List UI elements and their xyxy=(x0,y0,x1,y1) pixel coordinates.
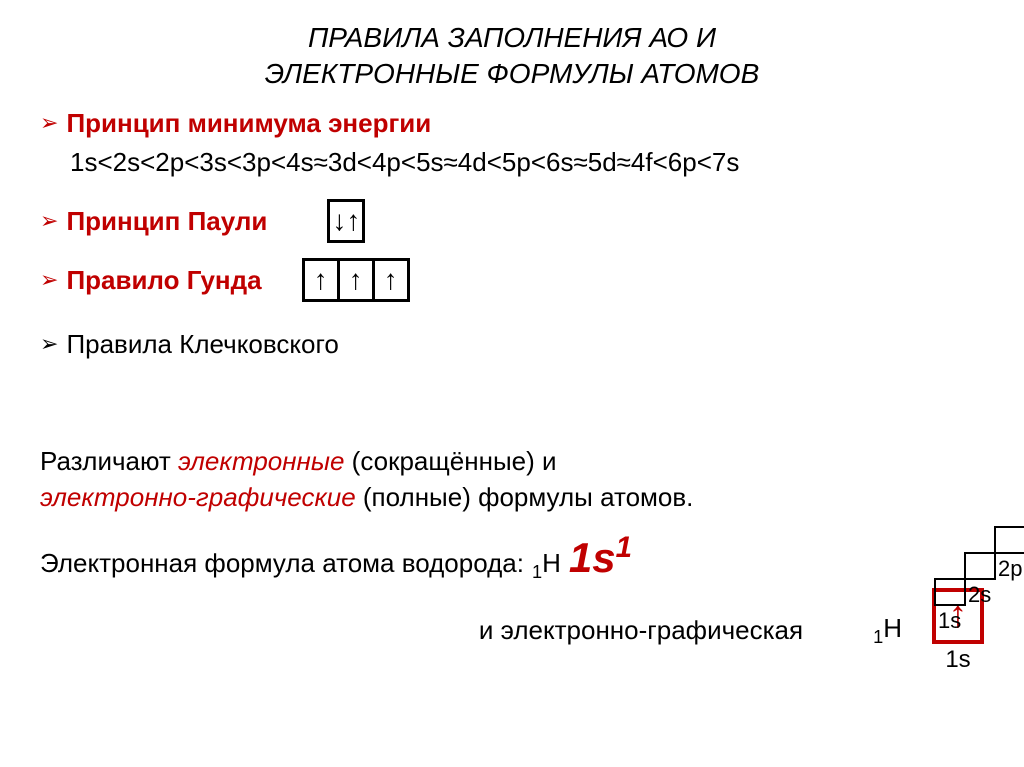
principle-4-label: Правила Клечковского xyxy=(66,329,338,360)
bullet-icon: ➢ xyxy=(40,208,58,234)
hydrogen-symbol-2: 1H xyxy=(873,613,902,648)
stair-2s: 2s xyxy=(964,552,996,608)
principle-2-label: Принцип Паули xyxy=(66,206,267,237)
orbital-box: ↑ xyxy=(305,261,340,299)
orbital-box: ↑ xyxy=(375,261,407,299)
stair-1s: 1s xyxy=(934,578,966,634)
bullet-icon: ➢ xyxy=(40,267,58,293)
hydrogen-formula-line: Электронная формула атома водорода: 1H 1… xyxy=(40,531,984,583)
orbital-label-1s: 1s xyxy=(945,646,970,674)
page-title: ПРАВИЛА ЗАПОЛНЕНИЯ АО И ЭЛЕКТРОННЫЕ ФОРМ… xyxy=(40,20,984,93)
orbital-box: ↓↑ xyxy=(330,202,362,240)
hydrogen-symbol: 1H xyxy=(532,548,561,583)
hydrogen-graphic-line: и электронно-графическая 1H ↑ 1s xyxy=(40,588,984,674)
stair-2p: 2p xyxy=(994,526,1024,582)
principle-2-row: ➢ Принцип Паули ↓↑ xyxy=(40,198,984,245)
electrongraphic-term: электронно-графические xyxy=(40,482,356,512)
principle-4-row: ➢ Правила Клечковского xyxy=(40,329,984,360)
principle-1-label: Принцип минимума энергии xyxy=(66,108,431,139)
title-line-2: ЭЛЕКТРОННЫЕ ФОРМУЛЫ АТОМОВ xyxy=(265,58,760,89)
description-text: Различают электронные (сокращённые) и эл… xyxy=(40,443,984,516)
electronic-term: электронные xyxy=(178,446,344,476)
electron-config: 1s1 xyxy=(569,531,632,582)
bullet-icon: ➢ xyxy=(40,331,58,357)
hund-orbital: ↑ ↑ ↑ xyxy=(302,258,410,302)
energy-sequence: 1s<2s<2p<3s<3p<4s≈3d<4p<5s≈4d<5p<6s≈5d≈4… xyxy=(70,147,984,178)
pauli-orbital: ↓↑ xyxy=(327,199,365,243)
title-line-1: ПРАВИЛА ЗАПОЛНЕНИЯ АО И xyxy=(308,22,716,53)
principle-1-row: ➢ Принцип минимума энергии xyxy=(40,108,984,139)
principle-3-row: ➢ Правило Гунда ↑ ↑ ↑ xyxy=(40,257,984,304)
orbital-box: ↑ xyxy=(340,261,375,299)
bullet-icon: ➢ xyxy=(40,110,58,136)
principle-3-label: Правило Гунда xyxy=(66,265,261,296)
